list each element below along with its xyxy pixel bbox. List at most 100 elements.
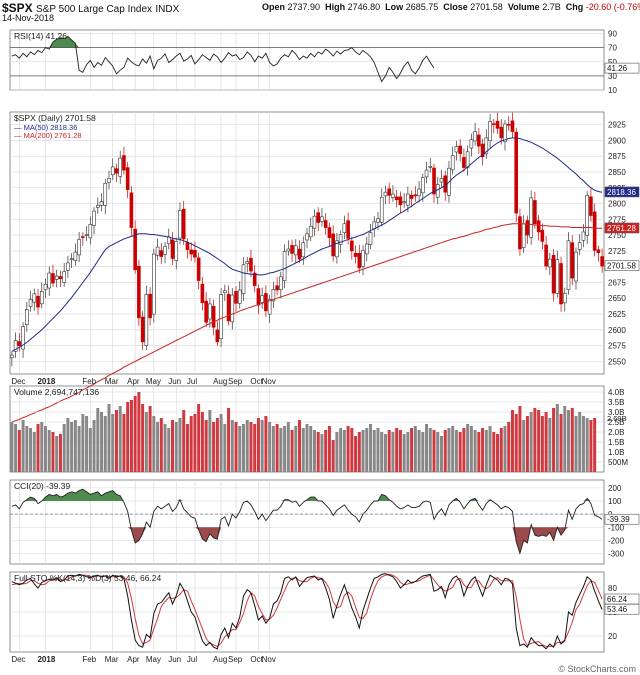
candle-body <box>28 299 33 307</box>
candle-body <box>562 292 567 304</box>
candle-body <box>196 257 201 281</box>
candle-body <box>484 137 489 155</box>
candle-body <box>596 249 601 254</box>
candle-body <box>417 188 421 197</box>
volume-bar <box>305 424 309 472</box>
brand-watermark: © StockCharts.com <box>558 664 636 674</box>
volume-bar <box>507 422 511 472</box>
volume-bar <box>477 432 481 472</box>
candle-body <box>480 143 485 158</box>
candle-body <box>357 253 362 269</box>
candle-body <box>286 248 291 252</box>
volume-bar <box>432 430 436 472</box>
volume-bar <box>383 434 387 472</box>
volume-bar <box>458 432 462 472</box>
volume-bar <box>454 430 458 472</box>
price-ytick-label: 2875 <box>608 152 626 161</box>
volume-bar <box>122 414 126 472</box>
candle-body <box>178 210 182 239</box>
candle-body <box>320 216 324 222</box>
candle-body <box>585 195 589 236</box>
ma200-line <box>11 223 603 423</box>
month-label: Jul <box>187 377 197 386</box>
volume-bar <box>585 418 589 472</box>
candle-body <box>114 168 119 174</box>
volume-bar <box>354 436 358 472</box>
exchange-label: INDX <box>155 4 180 15</box>
volume-bar <box>73 420 77 472</box>
volume-bar <box>522 420 526 472</box>
volume-bar <box>100 412 104 472</box>
volume-bar <box>589 420 593 472</box>
candle-body <box>47 272 52 289</box>
volume-bar <box>578 412 582 472</box>
volume-bar <box>66 418 70 472</box>
candle-body <box>230 294 235 323</box>
candle-body <box>421 177 425 194</box>
volume-bar <box>171 420 175 472</box>
volume-bar <box>570 408 574 472</box>
candle-body <box>249 257 253 272</box>
volume-title: Volume 2,694,747,136 <box>14 387 99 397</box>
price-ytick-label: 2750 <box>608 231 626 240</box>
volume-bar <box>36 424 40 472</box>
candle-body <box>503 123 507 142</box>
candle-body <box>353 252 358 257</box>
cci-ytick-label: -300 <box>608 550 625 559</box>
volume-bar <box>96 408 100 472</box>
volume-bar <box>473 430 477 472</box>
volume-value: 2.7B <box>542 2 561 12</box>
month-label: Oct <box>250 655 263 664</box>
candle-body <box>81 236 85 238</box>
candle-body <box>122 155 126 171</box>
volume-bar <box>88 428 92 472</box>
close-last-value: 2701.58 <box>607 262 636 271</box>
candle-body <box>10 354 14 358</box>
candle-body <box>275 285 279 291</box>
month-label: Mar <box>105 655 119 664</box>
candle-body <box>387 188 391 196</box>
candle-body <box>58 276 63 279</box>
volume-bar <box>350 428 354 472</box>
volume-ytick-label: 1.5B <box>608 438 624 447</box>
cci-below-minus100-fill <box>11 527 603 554</box>
candle-body <box>226 293 231 322</box>
candle-body <box>544 244 548 267</box>
volume-bar <box>559 414 563 472</box>
volume-bar <box>421 432 425 472</box>
volume-ytick-label: 3.0B <box>608 408 624 417</box>
candle-body <box>335 240 339 258</box>
volume-bar <box>361 430 365 472</box>
high-label: High <box>325 2 346 12</box>
candle-body <box>592 211 597 251</box>
volume-bar <box>253 424 257 472</box>
volume-bar <box>234 422 238 472</box>
open-value: 2737.90 <box>287 2 321 12</box>
volume-bar <box>503 426 507 472</box>
price-ytick-label: 2650 <box>608 294 626 303</box>
candle-body <box>92 210 96 226</box>
volume-bar <box>249 422 253 472</box>
month-label: Nov <box>262 377 276 386</box>
candle-body <box>402 201 406 204</box>
candle-body <box>215 329 220 343</box>
cci-last-value-box <box>604 513 640 525</box>
candle-body <box>533 200 537 225</box>
volume-bar <box>413 426 417 472</box>
volume-bar <box>380 432 384 472</box>
candle-body <box>312 215 317 229</box>
volume-bar <box>47 430 51 472</box>
volume-bar <box>215 418 219 472</box>
volume-bar <box>462 428 466 472</box>
month-label: May <box>146 377 161 386</box>
month-label: Aug <box>213 377 227 386</box>
volume-bar <box>316 432 320 472</box>
candle-body <box>290 245 294 254</box>
volume-last-value: 2.69B <box>607 414 627 423</box>
sto-d-last-value: 66.24 <box>607 595 628 604</box>
candle-body <box>559 263 563 305</box>
volume-bar <box>264 416 268 472</box>
candle-body <box>409 194 414 199</box>
volume-ytick-label: 2.0B <box>608 428 624 437</box>
